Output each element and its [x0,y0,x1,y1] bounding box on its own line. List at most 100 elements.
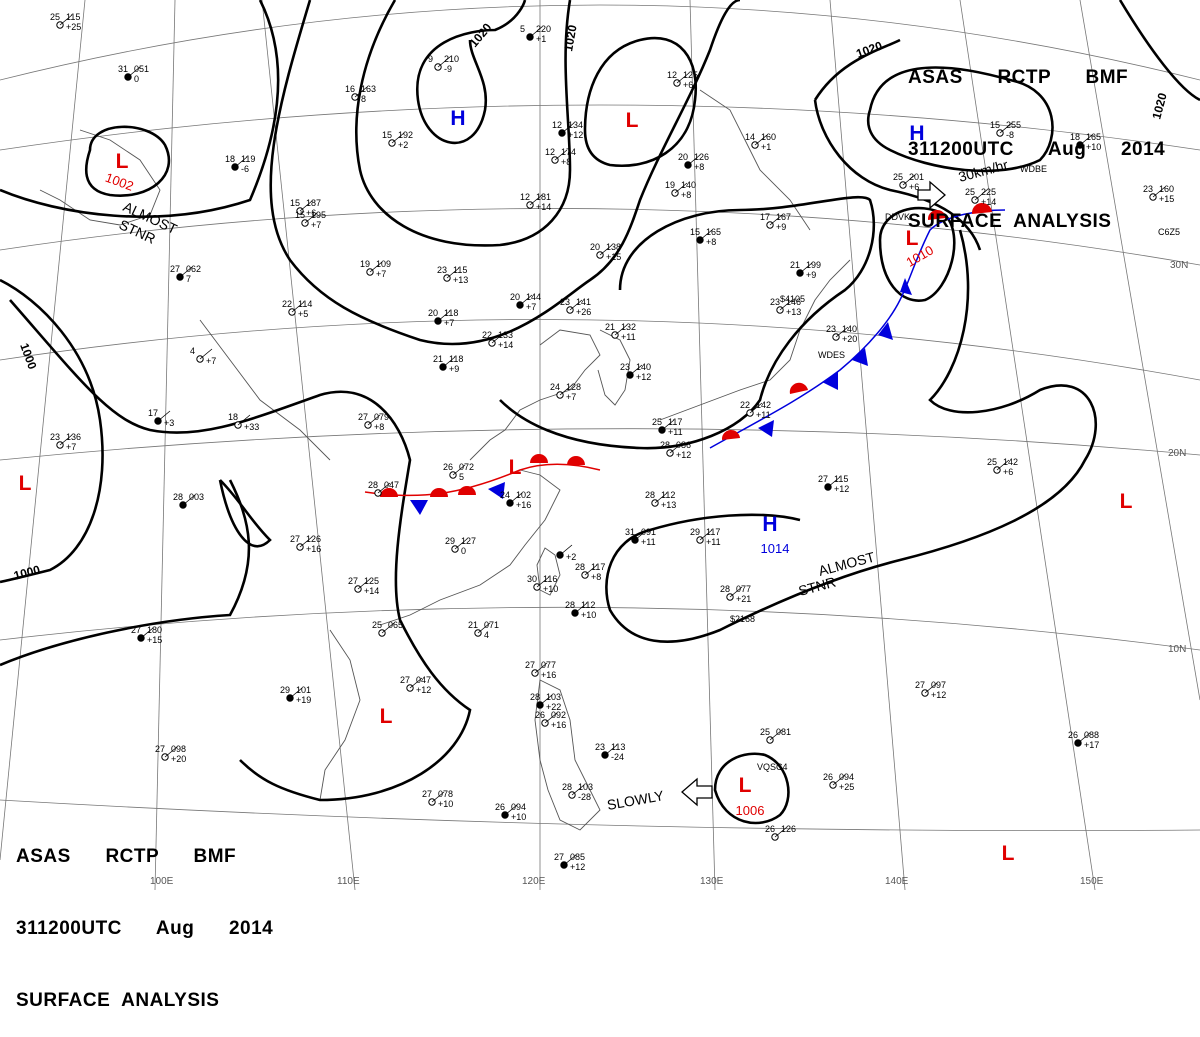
station-temperature: 17 [148,408,158,418]
station-plot: 20 126+8 [678,152,709,172]
station-pressure: 160 [1159,184,1174,194]
station-temperature: 29 [445,536,455,546]
station-plot: 27 115+12 [818,474,849,494]
station-temperature: 23 [1143,184,1153,194]
station-tendency: +9 [806,270,816,280]
station-pressure: 101 [296,685,311,695]
wind-barb [559,544,573,556]
station-tendency: +16 [516,500,531,510]
station-tendency: +3 [164,418,174,428]
station-tendency: -24 [611,752,624,762]
station-pressure: 103 [578,782,593,792]
wind-barb [902,174,916,186]
station-pressure: 142 [1003,457,1018,467]
isobar-east-china-sea [499,195,876,450]
coast-japan [659,259,851,421]
station-temperature: 28 [562,782,572,792]
station-tendency: +11 [641,537,656,547]
station-temperature: 21 [605,322,615,332]
longitude-label-lon110: 110E [337,876,360,887]
isobar-h-northeast [813,38,1054,173]
longitude-label-lon140: 140E [885,876,909,887]
station-temperature: 27 [554,852,564,862]
wind-barb [769,729,783,741]
station-tendency: +8 [694,162,704,172]
station-temperature: 23 [595,742,605,752]
isobar-label-iso1000b: 1000 [12,562,42,583]
station-temperature: 15 [690,227,700,237]
pressure-center-l-china: L [509,456,522,479]
station-temperature: 20 [678,152,688,162]
wind-barb [769,214,783,226]
station-plot: 12 125+6 [667,70,698,90]
station-pressure: 142 [756,400,771,410]
station-pressure: 079 [374,412,389,422]
station-temperature: 4 [190,346,195,356]
isobars [0,0,1200,825]
station-pressure: 174 [561,147,576,157]
wind-barb [1079,134,1093,146]
wind-barb [574,602,588,614]
station-temperature: 26 [823,772,833,782]
station-plot: 26 126 [765,824,796,841]
station-tendency: +14 [498,340,513,350]
wind-barb [779,299,793,311]
meridian-90e [0,0,86,861]
latitude-label-lat30: 30N [1170,260,1188,271]
station-tendency: +22 [546,702,561,712]
pressure-center-l-west: L [116,150,129,173]
station-temperature: 27 [358,412,368,422]
pressure-center-l-far-west: L [19,472,32,495]
station-temperature: 24 [550,382,560,392]
isobar-label-iso1020d: 1020 [1149,91,1170,121]
station-temperature: 23 [560,297,570,307]
station-tendency: +10 [543,584,558,594]
station-plot: 18 119-6 [225,154,255,174]
station-tendency: +16 [551,720,566,730]
station-pressure: 181 [536,192,551,202]
station-plot: 19 109+7 [360,259,391,279]
station-tendency: +8 [374,422,384,432]
station-tendency: +26 [576,307,591,317]
wind-barb [924,682,938,694]
station-temperature: 27 [422,789,432,799]
wind-barb [59,14,73,26]
station-plot: 19 140+8 [665,180,696,200]
station-plot: 27 125+14 [348,576,379,596]
longitude-label-lon130: 130E [700,876,724,887]
station-tendency: +17 [1084,740,1099,750]
header-bottom-left: ASAS RCTP BMF 311200UTC Aug 2014 SURFACE… [16,797,273,1037]
station-tendency: -28 [578,792,591,802]
station-pressure: 091 [641,527,656,537]
station-plot: 25 115+25 [50,12,81,32]
isobar-label-iso1020b: 1020 [561,23,579,52]
station-pressure: 077 [541,660,556,670]
station-pressure: 118 [449,354,463,364]
station-temperature: 23 [620,362,630,372]
wind-barb [699,229,713,241]
longitude-label-lon120: 120E [522,876,546,887]
station-pressure: 003 [189,492,204,502]
station-tendency: +10 [438,799,453,809]
station-plot: 26 094+10 [495,802,526,822]
station-tendency: +7 [311,220,321,230]
wind-barb [437,56,451,68]
front-japan-cold-1 [758,420,774,437]
header-line3: SURFACE ANALYSIS [908,211,1112,232]
station-tendency: +8 [561,157,571,167]
station-pressure: 195 [311,210,326,220]
station-temperature: 28 [660,440,670,450]
wind-barb [529,194,543,206]
coast-west-inland [199,319,331,461]
wind-barb [835,326,849,338]
motion-arrow-japan [917,180,946,210]
longitude-label-lon150: 150E [1080,876,1104,887]
station-plot: 22 133+14 [482,330,513,350]
parallel-40n [0,4,1200,81]
wind-barb [437,310,451,322]
station-pressure: 116 [543,574,557,584]
station-pressure: 078 [438,789,453,799]
